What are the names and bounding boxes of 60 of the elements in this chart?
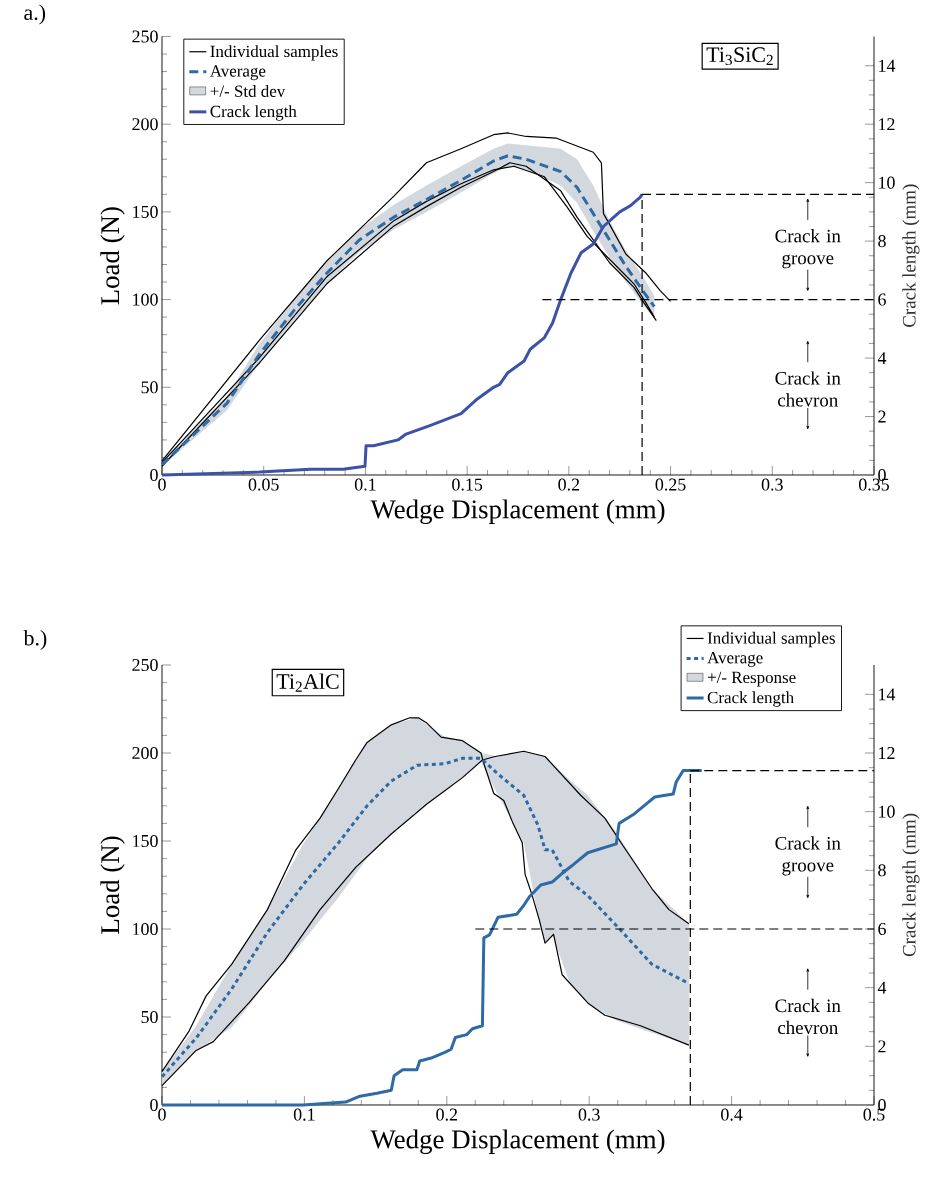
y2-tick-label: 6	[878, 922, 886, 936]
y2-tick-label: 12	[879, 747, 895, 759]
y-tick-label: 50	[141, 1010, 158, 1024]
annotation: Ti$_{3}$SiC$_{2}$	[706, 47, 773, 66]
annotation: Crack in chevron	[775, 371, 841, 407]
annotation: +/- Std dev	[210, 85, 286, 97]
y2-tick-label: 12	[879, 118, 895, 131]
x-tick-label: 0.1	[354, 478, 376, 491]
legend-label: Crack length	[707, 691, 794, 707]
y2-tick-label: 10	[879, 805, 895, 818]
y2-tick-label: 4	[877, 981, 887, 994]
y2-tick-label: 2	[878, 410, 886, 423]
y-tick-label: 150	[133, 205, 158, 218]
annotation: Ti$_{2}$AlC	[276, 673, 339, 692]
annotation: Crack in chevron	[775, 998, 841, 1035]
x-axis-title: Wedge Displacement (mm)	[370, 499, 665, 524]
x-tick-label: 0.2	[436, 1108, 458, 1121]
x-tick-label: 0.1	[293, 1108, 315, 1121]
x-tick-label: 0.4	[721, 1108, 743, 1121]
y2-axis-title: Crack length (mm)	[902, 184, 920, 327]
y-tick-label: 150	[133, 834, 158, 848]
y2-axis-title: Crack length (mm)	[902, 813, 920, 957]
y-tick-label: 0	[150, 1098, 158, 1112]
x-tick-label: 0.2	[558, 478, 580, 491]
x-tick-label: 0.25	[655, 478, 686, 491]
y2-tick-label: 8	[878, 235, 886, 248]
annotation: Crack in groove	[775, 229, 841, 269]
y2-tick-label: 6	[878, 293, 886, 306]
y-tick-label: 200	[132, 118, 158, 131]
text: b.)	[23, 630, 47, 650]
y-tick-label: 250	[132, 30, 158, 43]
x-tick-label: 0	[158, 1108, 166, 1121]
legend-label: Individual samples	[707, 631, 835, 648]
text: a.)	[24, 4, 46, 25]
x-tick-label: 0	[158, 478, 166, 491]
y2-tick-label: 4	[877, 352, 887, 364]
x-tick-label: 0.05	[248, 478, 279, 491]
y-tick-label: 100	[133, 922, 158, 936]
legend-label: Average	[209, 65, 266, 81]
annotation: +/- Response	[707, 671, 796, 687]
x-tick-label: 0.3	[578, 1108, 600, 1121]
y-tick-label: 0	[150, 468, 158, 482]
y2-tick-label: 2	[878, 1040, 886, 1053]
y-tick-label: 200	[132, 746, 158, 760]
y2-tick-label: 10	[879, 176, 895, 189]
legend-label: Average	[707, 652, 763, 667]
y2-tick-label: 14	[879, 59, 896, 72]
y-axis-title: Load (N)	[100, 836, 125, 934]
legend-label: Crack length	[210, 105, 297, 121]
x-axis-title: Wedge Displacement (mm)	[370, 1129, 665, 1155]
x-tick-label: 0.3	[761, 478, 783, 491]
y-axis-title: Load (N)	[100, 207, 125, 305]
y2-tick-label: 14	[879, 688, 896, 701]
legend-label: Individual samples	[210, 45, 338, 61]
y-tick-label: 50	[141, 381, 158, 394]
y-tick-label: 250	[132, 658, 158, 672]
annotation: Crack in groove	[775, 836, 841, 876]
y2-tick-label: 8	[878, 864, 886, 877]
y-tick-label: 100	[133, 293, 158, 306]
x-tick-label: 0.15	[452, 478, 483, 491]
